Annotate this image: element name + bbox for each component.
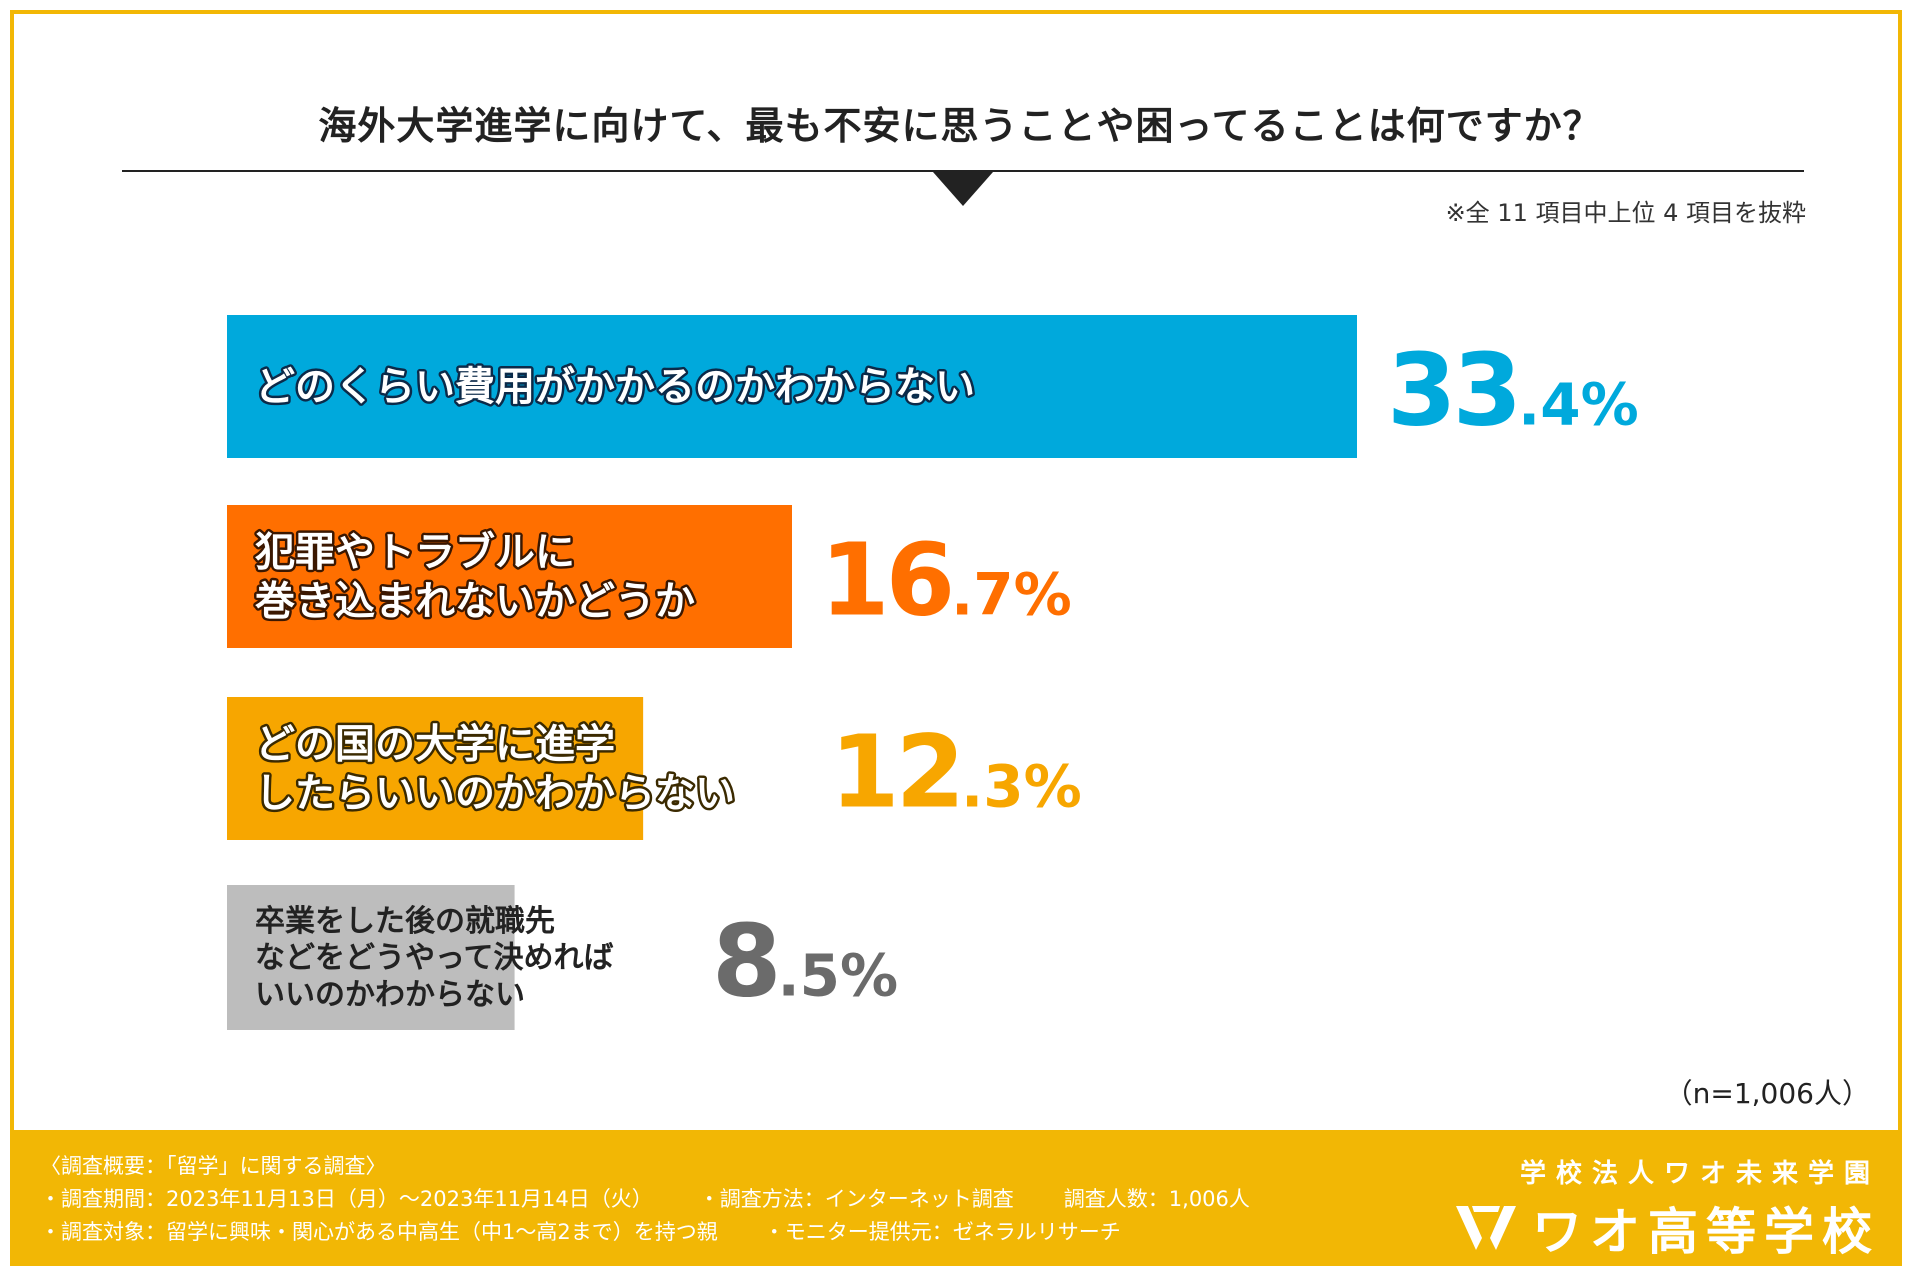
bar-label-4: 卒業をした後の就職先などをどうやって決めればいいのかわからない: [255, 904, 614, 1012]
corporation-name: 学校法人ワオ未来学園: [1519, 1159, 1880, 1189]
overview-period-row: ・調査期間：2023年11月13日（月）～2023年11月14日（火） ・調査方法…: [40, 1183, 1250, 1216]
school-logo-icon: [1456, 1206, 1516, 1250]
bar-label-3: どの国の大学に進学したらいいのかわからない: [255, 722, 735, 817]
footer-band: 〈調査概要：「留学」に関する調査〉 ・調査期間：2023年11月13日（月）～2…: [14, 1130, 1902, 1266]
survey-overview: 〈調査概要：「留学」に関する調査〉 ・調査期間：2023年11月13日（月）～2…: [40, 1150, 1250, 1249]
bar-2: [227, 505, 792, 648]
excerpt-note: ※全 11 項目中上位 4 項目を抜粋: [1445, 199, 1806, 227]
overview-target-row: ・調査対象：留学に興味・関心がある中高生（中1～高2まで）を持つ親 ・モニター提供…: [40, 1216, 1250, 1249]
bar-4: [227, 885, 515, 1030]
bar-label-1: どのくらい費用がかかるのかわからない: [255, 364, 975, 410]
survey-question: 海外大学進学に向けて、最も不安に思うことや困ってることは何ですか？: [318, 104, 1602, 148]
value-label-1: 33.4%: [1387, 332, 1639, 449]
title-divider: [122, 170, 1804, 172]
value-label-3: 12.3%: [830, 714, 1082, 831]
survey-target: ・調査対象：留学に興味・関心がある中高生（中1～高2まで）を持つ親: [40, 1220, 718, 1244]
bar-1: [227, 315, 1357, 458]
value-label-2: 16.7%: [820, 522, 1072, 639]
value-label-4: 8.5%: [712, 903, 898, 1020]
down-pointer-icon: [933, 172, 993, 206]
school-name: ワオ高等学校: [1532, 1203, 1880, 1261]
survey-method: ・調査方法：インターネット調査: [698, 1187, 1014, 1211]
monitor-provider: ・モニター提供元：ゼネラルリサーチ: [763, 1220, 1121, 1244]
survey-count: 調査人数：1,006人: [1063, 1187, 1250, 1211]
survey-period: ・調査期間：2023年11月13日（月）～2023年11月14日（火）: [40, 1187, 653, 1211]
sample-size: （n=1,006人）: [1664, 1077, 1870, 1110]
bar-chart: どのくらい費用がかかるのかわからない 33.4% 犯罪やトラブルに巻き込まれないかど…: [227, 315, 1639, 1030]
bar-label-2: 犯罪やトラブルに巻き込まれないかどうか: [255, 530, 695, 625]
overview-title: 〈調査概要：「留学」に関する調査〉: [40, 1154, 387, 1178]
bar-3: [227, 697, 644, 840]
school-brand: ワオ高等学校: [1454, 1192, 1880, 1264]
overview-title-row: 〈調査概要：「留学」に関する調査〉: [40, 1150, 1250, 1183]
